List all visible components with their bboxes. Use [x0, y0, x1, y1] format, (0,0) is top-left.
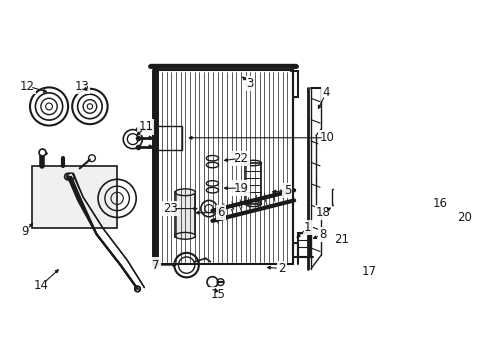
- Ellipse shape: [175, 189, 195, 195]
- Bar: [297, 233, 309, 257]
- Text: 7: 7: [152, 258, 160, 271]
- Circle shape: [419, 184, 427, 192]
- Text: 21: 21: [334, 233, 348, 246]
- Text: 17: 17: [361, 265, 376, 278]
- Text: 11: 11: [138, 120, 153, 134]
- Text: 1: 1: [304, 221, 311, 234]
- Text: 19: 19: [233, 182, 248, 195]
- Text: 9: 9: [21, 225, 29, 238]
- Text: 2: 2: [278, 262, 285, 275]
- Text: 10: 10: [319, 131, 334, 144]
- Bar: [153, 126, 182, 150]
- Text: 13: 13: [74, 80, 89, 93]
- Circle shape: [67, 173, 74, 180]
- Text: 16: 16: [432, 197, 447, 210]
- Text: 5: 5: [283, 184, 290, 197]
- Text: 4: 4: [322, 86, 329, 99]
- Text: 12: 12: [20, 80, 35, 93]
- Text: 6: 6: [217, 206, 224, 219]
- Text: 23: 23: [163, 202, 177, 215]
- Text: 18: 18: [315, 206, 330, 219]
- Circle shape: [66, 173, 73, 180]
- Bar: [331, 189, 342, 205]
- Circle shape: [64, 173, 71, 180]
- Circle shape: [438, 189, 446, 198]
- Ellipse shape: [175, 233, 195, 239]
- Bar: [156, 70, 292, 264]
- Text: 14: 14: [33, 279, 48, 292]
- Circle shape: [337, 189, 345, 198]
- Text: 20: 20: [456, 211, 471, 224]
- Text: 8: 8: [318, 228, 326, 241]
- Bar: [244, 163, 261, 204]
- Text: 15: 15: [210, 288, 225, 301]
- Text: 22: 22: [233, 152, 248, 165]
- Bar: [32, 166, 117, 228]
- Bar: [175, 192, 195, 237]
- Text: 3: 3: [246, 77, 253, 90]
